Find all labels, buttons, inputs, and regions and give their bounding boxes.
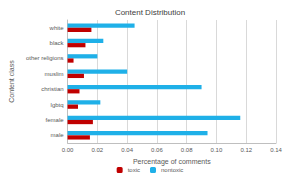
svg-text:0.04: 0.04 [121, 147, 133, 153]
svg-text:0.00: 0.00 [62, 147, 74, 153]
svg-text:Content class: Content class [8, 60, 15, 103]
svg-text:nontoxic: nontoxic [161, 167, 183, 173]
svg-text:black: black [50, 40, 65, 46]
svg-text:female: female [46, 117, 65, 123]
svg-text:0.14: 0.14 [270, 147, 282, 153]
svg-text:0.10: 0.10 [211, 147, 223, 153]
svg-text:Content Distribution: Content Distribution [115, 8, 185, 17]
svg-text:Percentage of comments: Percentage of comments [133, 158, 211, 166]
svg-text:toxic: toxic [128, 167, 140, 173]
svg-text:0.02: 0.02 [92, 147, 104, 153]
svg-text:male: male [51, 132, 65, 138]
svg-text:0.06: 0.06 [151, 147, 163, 153]
svg-text:lgbtq: lgbtq [51, 102, 64, 108]
svg-text:0.12: 0.12 [240, 147, 252, 153]
svg-text:other religions: other religions [26, 55, 64, 61]
svg-text:muslim: muslim [45, 71, 64, 77]
svg-text:christian: christian [41, 86, 63, 92]
svg-text:0.08: 0.08 [181, 147, 193, 153]
svg-text:white: white [49, 25, 65, 31]
